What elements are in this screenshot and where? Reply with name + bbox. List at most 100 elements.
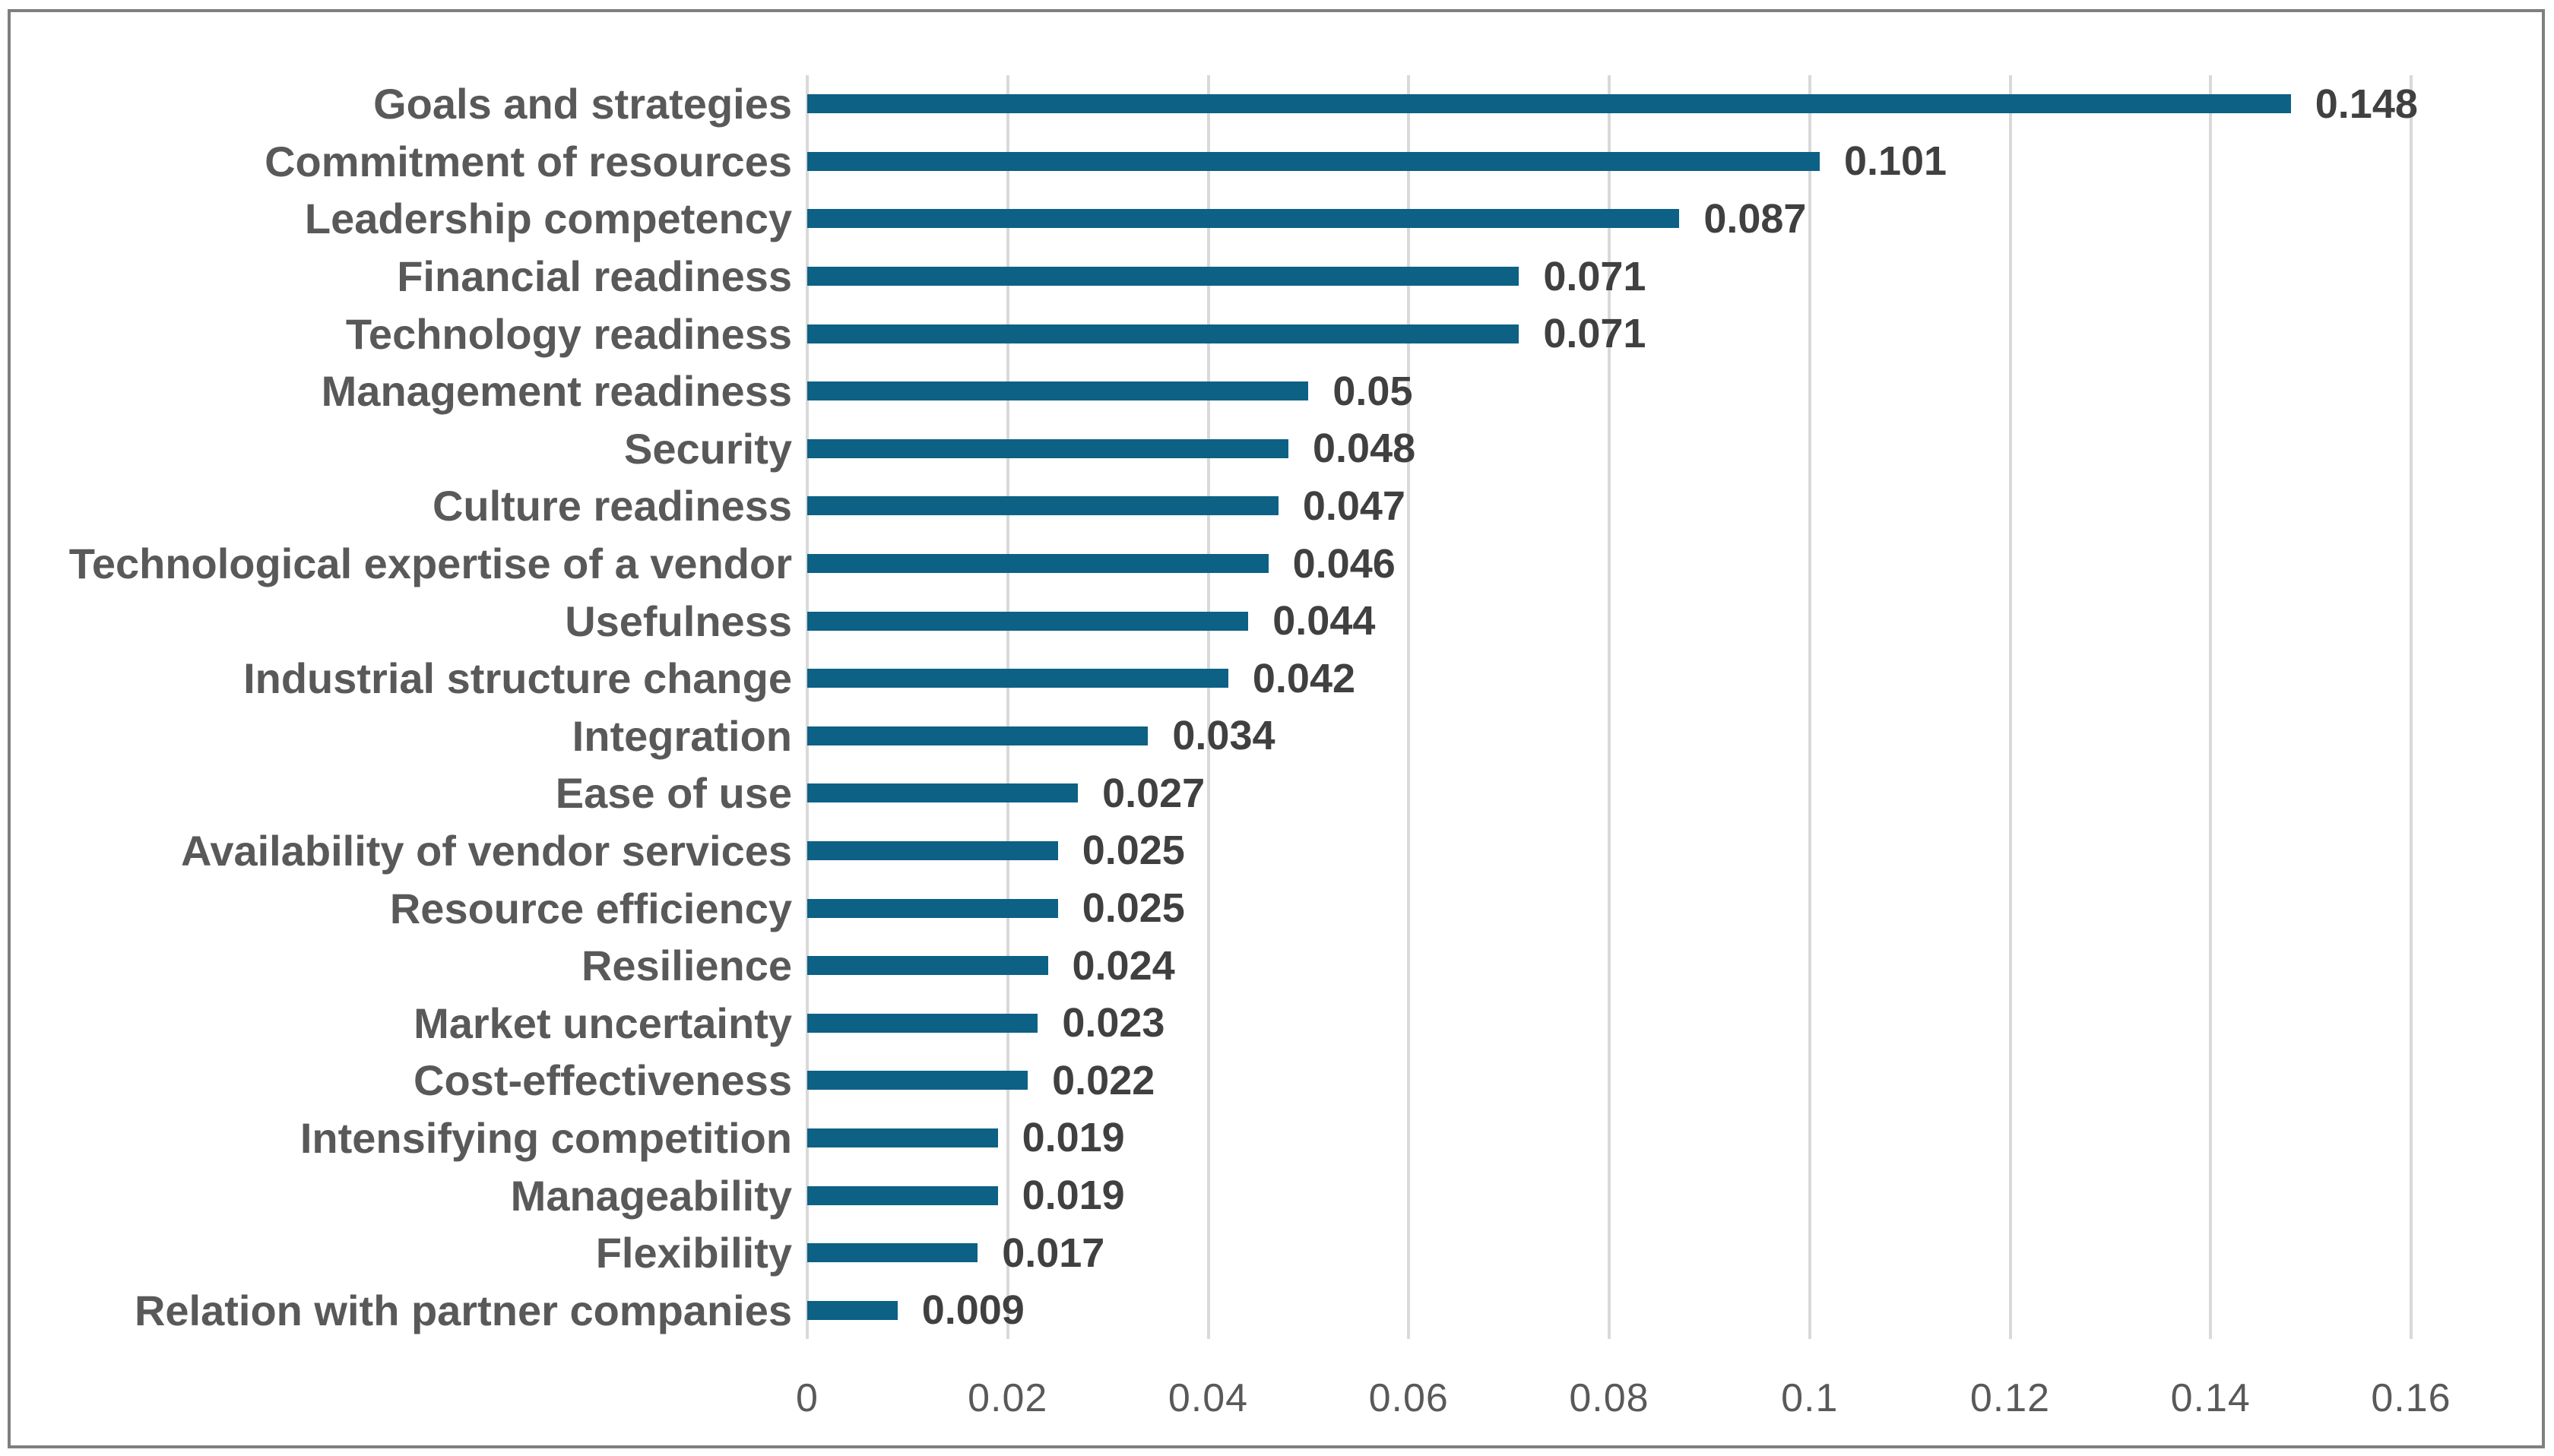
bar-track: 0.027 [807, 764, 2539, 822]
x-tick-label: 0 [796, 1376, 819, 1420]
chart-row: Culture readiness 0.047 [0, 477, 2539, 535]
chart-row: Availability of vendor services 0.025 [0, 822, 2539, 880]
x-tick-label: 0.12 [1969, 1376, 2051, 1420]
category-label: Security [624, 424, 792, 473]
value-label: 0.025 [1082, 885, 1185, 932]
bar-track: 0.025 [807, 879, 2539, 937]
category-label: Manageability [510, 1171, 792, 1220]
category-label: Availability of vendor services [180, 826, 792, 875]
bar [807, 898, 1058, 918]
category-label: Usefulness [565, 597, 792, 645]
chart-row: Market uncertainty 0.023 [0, 994, 2539, 1052]
bar-track: 0.019 [807, 1109, 2539, 1167]
vertical-gridline [806, 75, 809, 1339]
vertical-gridline [1206, 75, 1210, 1339]
value-label: 0.025 [1082, 828, 1185, 874]
bar-track: 0.048 [807, 420, 2539, 478]
value-label: 0.05 [1332, 368, 1413, 414]
bar [807, 783, 1079, 803]
chart-row: Technology readiness 0.071 [0, 305, 2539, 362]
value-label: 0.027 [1102, 770, 1206, 816]
chart-row: Flexibility 0.017 [0, 1224, 2539, 1282]
category-label: Management readiness [321, 367, 792, 416]
value-label: 0.087 [1703, 195, 1807, 242]
chart-frame-border [8, 9, 2545, 1448]
chart-row: Goals and strategies 0.148 [0, 75, 2539, 133]
chart-row: Financial readiness 0.071 [0, 248, 2539, 305]
bar [807, 209, 1680, 229]
value-label: 0.019 [1022, 1115, 1125, 1161]
value-label: 0.024 [1072, 942, 1175, 989]
chart-row: Management readiness 0.05 [0, 362, 2539, 420]
x-tick-label: 0.1 [1781, 1376, 1839, 1420]
bar-track: 0.009 [807, 1281, 2539, 1339]
bar-track: 0.024 [807, 937, 2539, 995]
bar [807, 956, 1048, 976]
value-label: 0.048 [1313, 426, 1416, 472]
bar [807, 1128, 998, 1147]
bar [807, 1300, 898, 1320]
category-label: Commitment of resources [265, 137, 792, 185]
bar [807, 324, 1519, 343]
bar-track: 0.071 [807, 305, 2539, 362]
chart-row: Cost-effectiveness 0.022 [0, 1052, 2539, 1109]
bar [807, 267, 1519, 286]
bar-track: 0.023 [807, 994, 2539, 1052]
vertical-gridline [1608, 75, 1611, 1339]
vertical-gridline [1407, 75, 1411, 1339]
bar-track: 0.046 [807, 535, 2539, 593]
chart-row: Ease of use 0.027 [0, 764, 2539, 822]
category-label: Cost-effectiveness [414, 1056, 792, 1105]
bar-track: 0.044 [807, 592, 2539, 650]
category-label: Goals and strategies [373, 80, 792, 128]
value-label: 0.071 [1543, 253, 1646, 299]
category-label: Market uncertainty [414, 999, 792, 1047]
chart-row: Commitment of resources 0.101 [0, 133, 2539, 191]
bar [807, 151, 1820, 171]
category-label: Resource efficiency [389, 884, 792, 932]
value-label: 0.044 [1272, 598, 1376, 644]
bar-track: 0.022 [807, 1052, 2539, 1109]
bar-track: 0.034 [807, 707, 2539, 765]
bar [807, 438, 1288, 458]
value-label: 0.071 [1543, 311, 1646, 357]
bar-track: 0.047 [807, 477, 2539, 535]
bar [807, 611, 1249, 631]
bar-track: 0.019 [807, 1166, 2539, 1224]
bar [807, 840, 1058, 860]
value-label: 0.009 [921, 1287, 1025, 1334]
x-tick-label: 0.08 [1569, 1376, 1649, 1420]
value-label: 0.101 [1843, 138, 1947, 185]
bar-track: 0.025 [807, 822, 2539, 880]
chart-row: Leadership competency 0.087 [0, 190, 2539, 248]
bar [807, 669, 1228, 688]
category-label: Financial readiness [397, 252, 792, 301]
bar [807, 1013, 1038, 1033]
value-label: 0.034 [1172, 713, 1275, 759]
chart-row: Integration 0.034 [0, 707, 2539, 765]
bar-track: 0.05 [807, 362, 2539, 420]
bar-track: 0.071 [807, 248, 2539, 305]
chart-row: Security 0.048 [0, 420, 2539, 478]
chart-row: Resource efficiency 0.025 [0, 879, 2539, 937]
bar [807, 1185, 998, 1205]
value-label: 0.023 [1062, 1000, 1165, 1046]
bar-track: 0.101 [807, 133, 2539, 191]
value-label: 0.042 [1252, 655, 1356, 701]
category-label: Ease of use [555, 769, 792, 818]
category-label: Relation with partner companies [134, 1286, 792, 1334]
vertical-gridline [2410, 75, 2413, 1339]
x-tick-label: 0.04 [1168, 1376, 1249, 1420]
vertical-gridline [2209, 75, 2213, 1339]
bar [807, 94, 2291, 114]
category-label: Culture readiness [432, 482, 792, 530]
x-tick-label: 0.06 [1368, 1376, 1449, 1420]
value-label: 0.019 [1022, 1173, 1125, 1218]
bar-track: 0.087 [807, 190, 2539, 248]
chart-row: Industrial structure change 0.042 [0, 650, 2539, 707]
category-label: Leadership competency [304, 195, 792, 243]
chart-row: Usefulness 0.044 [0, 592, 2539, 650]
category-label: Technology readiness [345, 309, 792, 358]
